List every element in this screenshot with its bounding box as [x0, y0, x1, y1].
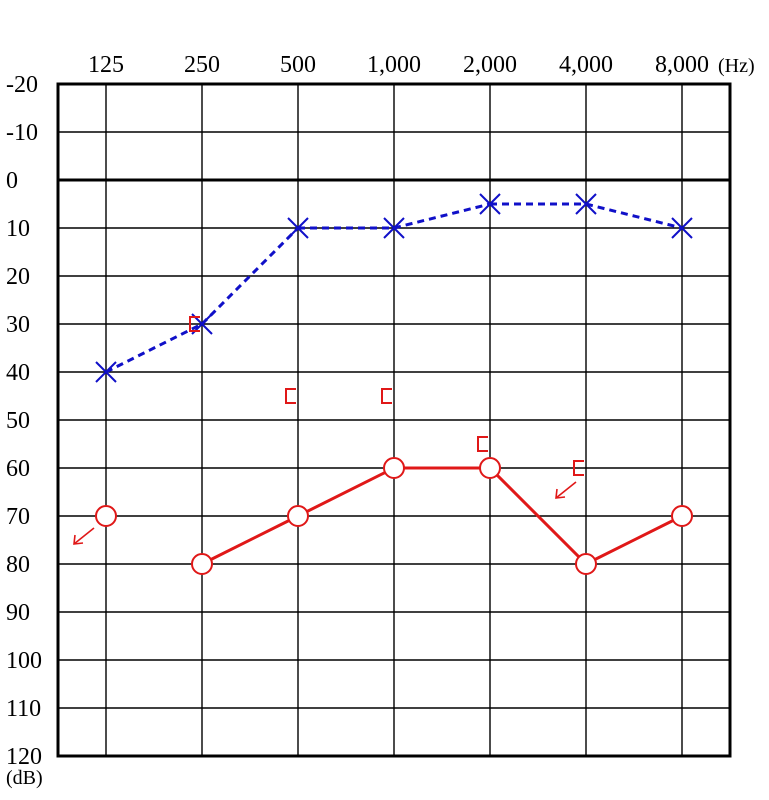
- plot-border: [56, 82, 732, 758]
- series-line-segment: [200, 226, 300, 326]
- x-marker: [287, 217, 309, 239]
- y-tick-label: 120: [6, 744, 42, 770]
- series-line-segment: [594, 519, 674, 561]
- x-tick-label: 2,000: [463, 52, 517, 78]
- series-line-segment: [496, 474, 580, 558]
- circle-marker: [671, 505, 693, 527]
- x-tick-label: 250: [184, 52, 220, 78]
- y-tick-label: -20: [6, 72, 38, 98]
- x-marker: [575, 193, 597, 215]
- x-tick-label: 125: [88, 52, 124, 78]
- x-marker-stroke: [95, 361, 117, 383]
- x-tick-label: 1,000: [367, 52, 421, 78]
- arrow-head: [73, 534, 84, 545]
- x-tick-label: 4,000: [559, 52, 613, 78]
- y-tick-label: 80: [6, 552, 30, 578]
- y-tick-label: -10: [6, 120, 38, 146]
- x-marker: [95, 361, 117, 383]
- arrow-head: [555, 488, 566, 499]
- series-line-segment: [585, 202, 683, 230]
- tick-labels: -20 -10 0 10 20 30 40 50 60 70 80 90 100 110 120 125 250…: [6, 52, 709, 770]
- circle-marker: [95, 505, 117, 527]
- y-tick-label: 20: [6, 264, 30, 290]
- y-tick-label: 70: [6, 504, 30, 530]
- series-line-segment: [393, 202, 491, 230]
- x-unit-label: (Hz): [718, 55, 755, 77]
- x-tick-label: 500: [280, 52, 316, 78]
- series-line-segment: [210, 519, 290, 561]
- series: [73, 193, 693, 575]
- circle-marker: [575, 553, 597, 575]
- circle-marker: [383, 457, 405, 479]
- series-line-segment: [306, 471, 386, 513]
- bracket-marker: [381, 388, 392, 404]
- series-x: [95, 193, 693, 383]
- x-marker-stroke: [287, 217, 309, 239]
- y-tick-label: 40: [6, 360, 30, 386]
- y-tick-label: 0: [6, 168, 18, 194]
- y-tick-label: 50: [6, 408, 30, 434]
- x-marker: [479, 193, 501, 215]
- arrow-shaft: [555, 481, 577, 499]
- y-tick-label: 90: [6, 600, 30, 626]
- x-tick-label: 8,000: [655, 52, 709, 78]
- y-tick-label: 100: [6, 648, 42, 674]
- x-marker-stroke: [479, 193, 501, 215]
- y-unit-label: (dB): [6, 767, 43, 789]
- no-response-arrow-icon: [555, 481, 577, 499]
- y-tick-label: 30: [6, 312, 30, 338]
- x-marker: [383, 217, 405, 239]
- series-line-segment: [105, 322, 203, 374]
- x-marker: [671, 217, 693, 239]
- y-tick-label: 10: [6, 216, 30, 242]
- no-response-arrow-icon: [73, 527, 95, 545]
- bracket-marker: [189, 316, 200, 332]
- circle-marker: [191, 553, 213, 575]
- series-o: [73, 457, 693, 575]
- circle-marker: [479, 457, 501, 479]
- x-marker-stroke: [671, 217, 693, 239]
- x-marker-stroke: [383, 217, 405, 239]
- grid: [56, 82, 732, 758]
- x-marker-stroke: [575, 193, 597, 215]
- series-bracket: [189, 316, 584, 499]
- y-tick-label: 60: [6, 456, 30, 482]
- arrow-shaft: [73, 527, 95, 545]
- circle-marker: [287, 505, 309, 527]
- bracket-marker: [285, 388, 296, 404]
- bracket-marker: [573, 460, 584, 476]
- y-tick-label: 110: [6, 696, 41, 722]
- bracket-marker: [477, 436, 488, 452]
